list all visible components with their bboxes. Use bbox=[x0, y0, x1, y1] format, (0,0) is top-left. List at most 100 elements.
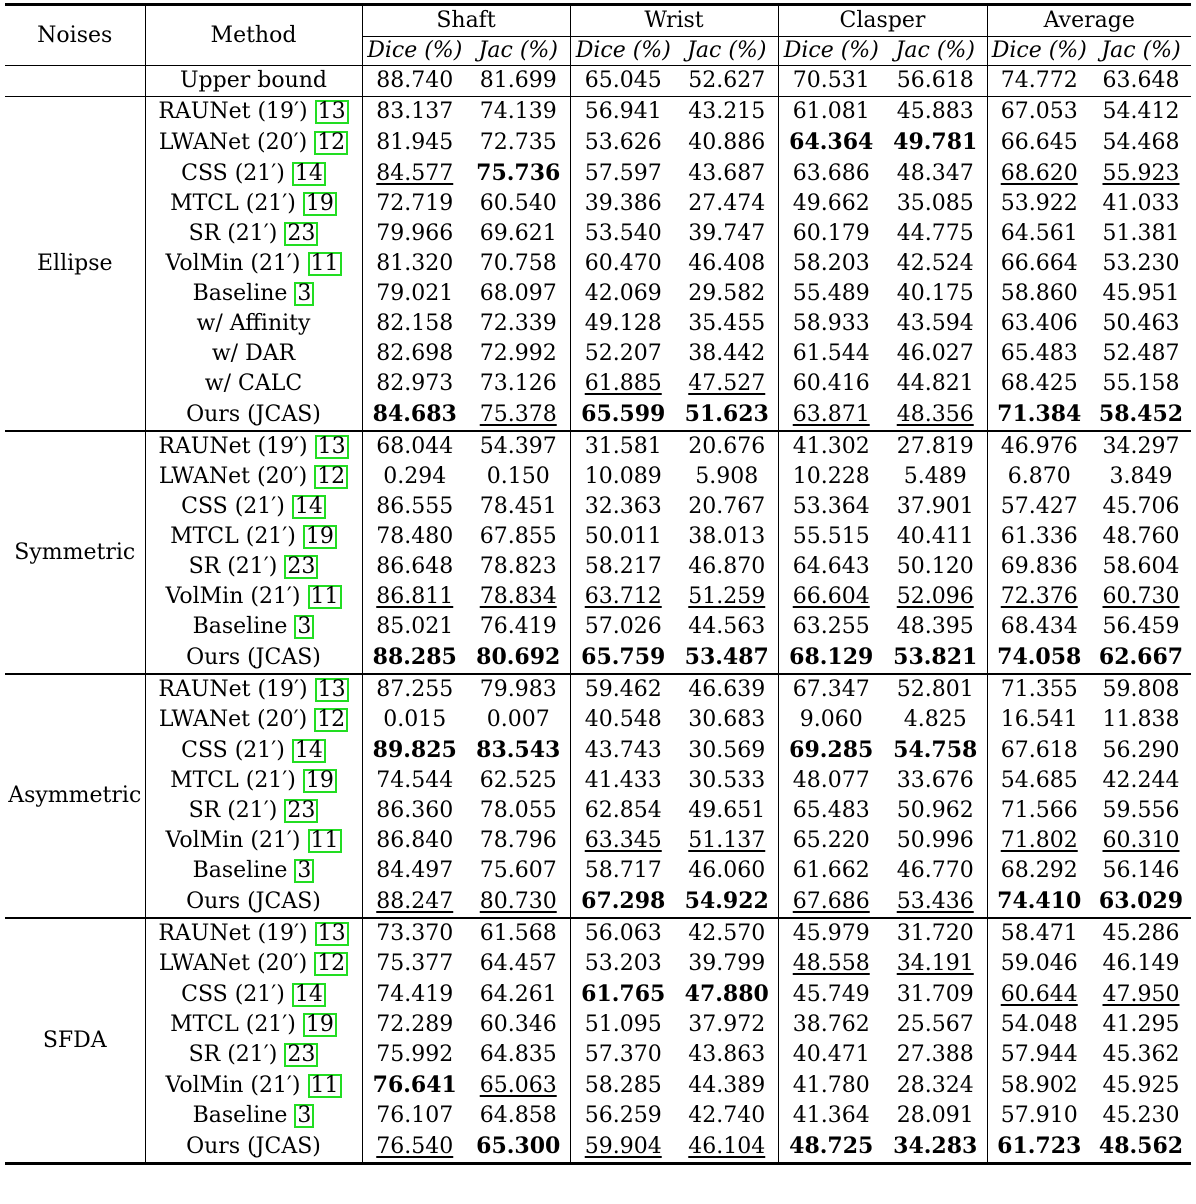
table-row: Ours (JCAS) 76.540 65.300 59.904 46.104 48.72… bbox=[5, 1131, 1191, 1165]
citation-link[interactable]: 11 bbox=[307, 829, 342, 853]
value-text: 79.021 bbox=[376, 281, 454, 306]
citation-link[interactable]: 23 bbox=[284, 555, 319, 579]
value-text: 71.355 bbox=[1000, 677, 1078, 702]
method-cell: VolMin (21′) 11 bbox=[145, 826, 363, 856]
table-row: Baseline 3 76.107 64.858 56.259 42.740 41.364… bbox=[5, 1101, 1191, 1131]
value-cell: 60.179 bbox=[778, 219, 884, 249]
value-text: 52.207 bbox=[584, 341, 662, 366]
citation-link[interactable]: 11 bbox=[307, 585, 342, 609]
citation-link[interactable]: 13 bbox=[314, 100, 349, 124]
citation-link[interactable]: 3 bbox=[294, 282, 315, 306]
value-text: 59.556 bbox=[1102, 798, 1180, 823]
upper-bound-row: Upper bound 88.740 81.699 65.045 52.627 … bbox=[5, 65, 1191, 97]
value-text: 57.597 bbox=[584, 160, 662, 186]
citation-link[interactable]: 12 bbox=[314, 952, 349, 976]
citation-link[interactable]: 3 bbox=[294, 859, 315, 883]
value-text: 58.604 bbox=[1102, 554, 1180, 579]
value-text: 56.941 bbox=[584, 99, 662, 124]
header-wrist: Wrist bbox=[570, 4, 779, 37]
value-cell: 67.298 bbox=[570, 886, 676, 918]
value-cell: 78.480 bbox=[362, 522, 467, 552]
citation-link[interactable]: 13 bbox=[314, 435, 349, 459]
value-text: 53.436 bbox=[896, 888, 974, 914]
citation-link[interactable]: 23 bbox=[284, 799, 319, 823]
value-text: 75.607 bbox=[479, 858, 557, 883]
citation-link[interactable]: 11 bbox=[307, 252, 342, 276]
value-cell: 45.362 bbox=[1091, 1040, 1191, 1070]
value-cell: 43.687 bbox=[676, 158, 779, 189]
method-name: LWANet (20′) bbox=[158, 951, 308, 976]
value-cell: 30.569 bbox=[676, 735, 779, 766]
citation-link[interactable]: 3 bbox=[294, 615, 315, 639]
value-text: 37.972 bbox=[688, 1012, 766, 1037]
value-cell: 86.360 bbox=[362, 796, 467, 826]
value-text: 51.623 bbox=[684, 401, 769, 427]
citation-link[interactable]: 11 bbox=[307, 1073, 342, 1098]
value-cell: 62.525 bbox=[467, 766, 571, 796]
value-text: 53.487 bbox=[684, 644, 769, 670]
value-cell: 38.762 bbox=[778, 1010, 884, 1040]
value-cell: 63.686 bbox=[778, 158, 884, 189]
table-row: w/ DAR 82.698 72.992 52.207 38.442 61.544 46.0… bbox=[5, 339, 1191, 369]
citation-link[interactable]: 14 bbox=[291, 161, 326, 186]
value-cell: 62.667 bbox=[1091, 642, 1191, 674]
citation-link[interactable]: 3 bbox=[294, 1104, 315, 1128]
value-cell: 74.139 bbox=[467, 96, 571, 127]
value-cell: 60.540 bbox=[467, 189, 571, 219]
value-text: 85.021 bbox=[376, 614, 454, 639]
header-group-row: Noises Method Shaft Wrist Clasper Averag… bbox=[5, 4, 1191, 66]
value-cell: 52.207 bbox=[570, 339, 676, 369]
value-cell: 57.944 bbox=[987, 1040, 1091, 1070]
value-text: 75.378 bbox=[479, 401, 557, 427]
method-name: RAUNet (19′) bbox=[158, 99, 308, 124]
value-text: 56.459 bbox=[1102, 614, 1180, 639]
value-cell: 53.364 bbox=[778, 492, 884, 522]
citation-link[interactable]: 13 bbox=[314, 922, 349, 946]
value-cell: 72.289 bbox=[362, 1010, 467, 1040]
value-text: 54.468 bbox=[1102, 129, 1180, 155]
value-cell: 65.599 bbox=[570, 399, 676, 431]
citation-link[interactable]: 12 bbox=[314, 708, 349, 732]
value-cell: 63.871 bbox=[778, 399, 884, 431]
method-cell: w/ DAR bbox=[145, 339, 363, 369]
citation-link[interactable]: 19 bbox=[302, 525, 337, 549]
citation-link[interactable]: 19 bbox=[302, 1013, 337, 1037]
value-cell: 70.531 bbox=[778, 65, 884, 97]
citation-link[interactable]: 12 bbox=[314, 130, 349, 155]
value-cell: 65.483 bbox=[778, 796, 884, 826]
value-text: 59.808 bbox=[1102, 677, 1180, 702]
citation-link[interactable]: 13 bbox=[314, 678, 349, 702]
value-cell: 65.045 bbox=[570, 65, 676, 97]
citation-link[interactable]: 14 bbox=[291, 738, 326, 763]
value-cell: 67.053 bbox=[987, 96, 1091, 127]
table-row: Ours (JCAS) 88.247 80.730 67.298 54.922 67.68… bbox=[5, 886, 1191, 918]
citation-link[interactable]: 19 bbox=[302, 192, 337, 216]
method-cell: CSS (21′) 14 bbox=[145, 735, 363, 766]
citation-link[interactable]: 19 bbox=[302, 769, 337, 793]
value-text: 33.676 bbox=[896, 768, 974, 793]
method-name: LWANet (20′) bbox=[158, 129, 308, 155]
value-cell: 64.364 bbox=[778, 127, 884, 158]
value-cell: 84.577 bbox=[362, 158, 467, 189]
value-text: 60.730 bbox=[1102, 584, 1180, 609]
value-text: 74.419 bbox=[376, 981, 454, 1007]
value-cell: 82.698 bbox=[362, 339, 467, 369]
citation-link[interactable]: 14 bbox=[291, 982, 326, 1007]
value-cell: 20.767 bbox=[676, 492, 779, 522]
citation-link[interactable]: 23 bbox=[284, 222, 319, 246]
value-text: 46.060 bbox=[688, 858, 766, 883]
value-cell: 31.720 bbox=[884, 917, 988, 949]
value-text: 76.107 bbox=[376, 1103, 454, 1128]
value-cell: 67.347 bbox=[778, 673, 884, 705]
citation-link[interactable]: 12 bbox=[314, 465, 349, 489]
value-text: 81.945 bbox=[376, 129, 454, 155]
citation-link[interactable]: 14 bbox=[291, 495, 326, 519]
citation-link[interactable]: 23 bbox=[284, 1043, 319, 1067]
value-text: 45.749 bbox=[792, 981, 870, 1007]
value-cell: 27.474 bbox=[676, 189, 779, 219]
table-row: CSS (21′) 14 86.555 78.451 32.363 20.767 53.3… bbox=[5, 492, 1191, 522]
value-text: 64.561 bbox=[1000, 221, 1078, 246]
value-cell: 53.436 bbox=[884, 886, 988, 918]
header-average: Average bbox=[1043, 8, 1135, 33]
value-cell: 49.781 bbox=[884, 127, 988, 158]
